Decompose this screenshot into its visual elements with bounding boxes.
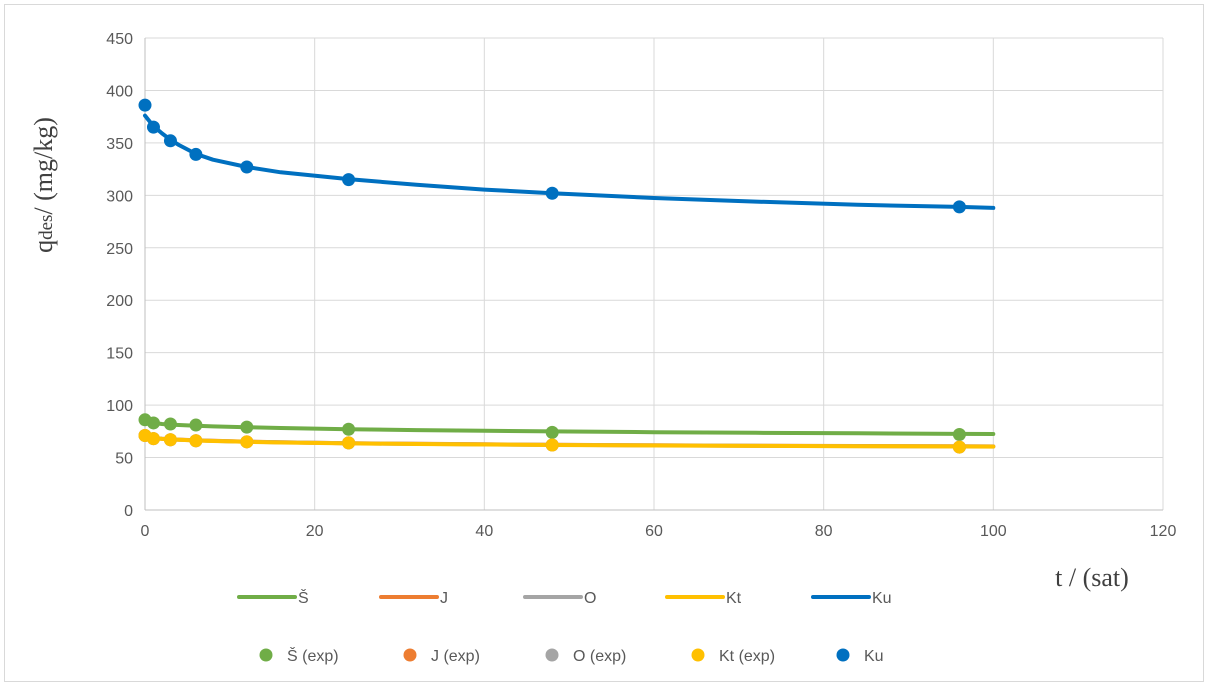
y-axis-title-rest: / (mg/kg) bbox=[29, 117, 58, 215]
y-tick-label: 250 bbox=[106, 241, 133, 258]
data-point-series-4 bbox=[545, 186, 559, 200]
series-line-4 bbox=[143, 113, 996, 210]
data-point-series-3 bbox=[189, 434, 203, 448]
legend-point-swatch-3 bbox=[691, 648, 705, 662]
legend-point-swatch-4 bbox=[836, 648, 850, 662]
data-point-series-0 bbox=[240, 420, 254, 434]
data-point-series-3 bbox=[952, 440, 966, 454]
grid-layer bbox=[145, 37, 1164, 510]
legend-point-swatch-2 bbox=[545, 648, 559, 662]
data-point-series-3 bbox=[146, 432, 160, 446]
data-point-series-0 bbox=[952, 427, 966, 441]
y-tick-label: 400 bbox=[106, 83, 133, 100]
data-point-series-4 bbox=[240, 160, 254, 174]
legend-points: Š (exp) J (exp) O (exp) Kt (exp) Ku bbox=[259, 646, 884, 665]
x-tick-label: 20 bbox=[306, 523, 324, 540]
legend-point-swatch-1 bbox=[403, 648, 417, 662]
x-tick-label: 60 bbox=[645, 523, 663, 540]
series-line-3 bbox=[143, 433, 996, 449]
data-point-series-0 bbox=[342, 422, 356, 436]
data-point-series-3 bbox=[240, 435, 254, 449]
data-point-series-4 bbox=[163, 134, 177, 148]
data-point-series-3 bbox=[545, 438, 559, 452]
x-tick-label: 100 bbox=[980, 523, 1007, 540]
legend-line-label-4: Ku bbox=[872, 590, 892, 607]
y-tick-label: 50 bbox=[115, 451, 133, 468]
data-point-series-3 bbox=[163, 433, 177, 447]
y-tick-label: 300 bbox=[106, 188, 133, 205]
data-point-series-0 bbox=[146, 416, 160, 430]
legend-point-label-0: Š (exp) bbox=[287, 646, 339, 665]
y-tick-label: 100 bbox=[106, 398, 133, 415]
legend-lines: Š J O Kt Ku bbox=[237, 588, 892, 607]
x-tick-label: 40 bbox=[475, 523, 493, 540]
y-tick-label: 350 bbox=[106, 136, 133, 153]
data-point-series-3 bbox=[342, 436, 356, 450]
legend-line-label-1: J bbox=[440, 590, 448, 607]
y-axis-title: qdes/ (mg/kg) bbox=[29, 117, 58, 253]
data-point-series-4 bbox=[189, 147, 203, 161]
data-point-series-4 bbox=[342, 173, 356, 187]
x-axis-title: t / (sat) bbox=[1055, 563, 1129, 592]
y-tick-label: 150 bbox=[106, 346, 133, 363]
x-tick-label: 0 bbox=[141, 523, 150, 540]
data-point-series-4 bbox=[138, 98, 152, 112]
legend-line-label-0: Š bbox=[298, 588, 309, 607]
y-tick-label: 0 bbox=[124, 503, 133, 520]
data-point-series-0 bbox=[189, 418, 203, 432]
y-tick-label: 450 bbox=[106, 31, 133, 48]
data-point-series-0 bbox=[163, 417, 177, 431]
legend-point-label-1: J (exp) bbox=[431, 648, 480, 665]
y-axis-title-sub: des bbox=[36, 215, 57, 240]
y-axis-title-main: q bbox=[29, 240, 58, 253]
legend-point-label-3: Kt (exp) bbox=[719, 648, 775, 665]
x-tick-label: 80 bbox=[815, 523, 833, 540]
y-tick-label: 200 bbox=[106, 293, 133, 310]
points-layer bbox=[138, 98, 966, 454]
legend-point-label-2: O (exp) bbox=[573, 648, 626, 665]
series-line-0 bbox=[143, 418, 996, 436]
legend-point-swatch-0 bbox=[259, 648, 273, 662]
data-point-series-0 bbox=[545, 425, 559, 439]
legend-point-label-4: Ku bbox=[864, 648, 884, 665]
data-point-series-4 bbox=[952, 200, 966, 214]
x-tick-label: 120 bbox=[1150, 523, 1177, 540]
data-point-series-4 bbox=[146, 120, 160, 134]
chart-frame bbox=[4, 4, 1204, 682]
ticks-layer: 0 50 100 150 200 250 300 350 400 450 0 20 40 60 80 100 1… bbox=[106, 31, 1176, 540]
lines-layer bbox=[143, 113, 996, 449]
legend-line-label-2: O bbox=[584, 590, 596, 607]
legend-line-label-3: Kt bbox=[726, 590, 742, 607]
